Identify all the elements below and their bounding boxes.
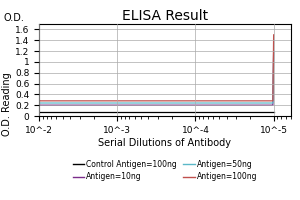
Legend: Control Antigen=100ng, Antigen=10ng, Antigen=50ng, Antigen=100ng: Control Antigen=100ng, Antigen=10ng, Ant… [70,157,260,185]
Control Antigen=100ng [176,110,180,113]
Antigen=100ng [235,100,238,102]
Control Antigen=100ng [181,110,184,113]
Text: O.D. Reading: O.D. Reading [2,72,11,136]
Antigen=50ng [272,50,275,52]
Antigen=10ng [176,104,180,106]
Antigen=10ng [37,104,41,106]
Line: Antigen=10ng: Antigen=10ng [39,52,274,105]
Control Antigen=100ng [250,110,253,113]
Antigen=100ng [38,100,42,102]
X-axis label: Serial Dilutions of Antibody: Serial Dilutions of Antibody [98,138,232,148]
Control Antigen=100ng [177,110,181,113]
Antigen=10ng [177,104,181,106]
Antigen=50ng [38,102,42,104]
Antigen=10ng [250,104,253,106]
Antigen=100ng [37,100,41,102]
Antigen=10ng [235,104,238,106]
Antigen=100ng [272,34,275,36]
Antigen=100ng [177,100,181,102]
Antigen=50ng [235,102,238,104]
Antigen=10ng [38,104,42,106]
Antigen=10ng [181,104,184,106]
Antigen=50ng [176,102,180,104]
Antigen=10ng [272,51,275,53]
Line: Antigen=50ng: Antigen=50ng [39,51,274,103]
Antigen=50ng [37,102,41,104]
Title: ELISA Result: ELISA Result [122,9,208,23]
Antigen=100ng [250,100,253,102]
Antigen=50ng [250,102,253,104]
Text: O.D.: O.D. [4,13,25,23]
Control Antigen=100ng [38,110,42,113]
Antigen=50ng [181,102,184,104]
Line: Antigen=100ng: Antigen=100ng [39,35,274,101]
Control Antigen=100ng [235,110,238,113]
Control Antigen=100ng [272,110,275,113]
Antigen=100ng [176,100,180,102]
Antigen=100ng [181,100,184,102]
Control Antigen=100ng [37,110,41,113]
Antigen=50ng [177,102,181,104]
